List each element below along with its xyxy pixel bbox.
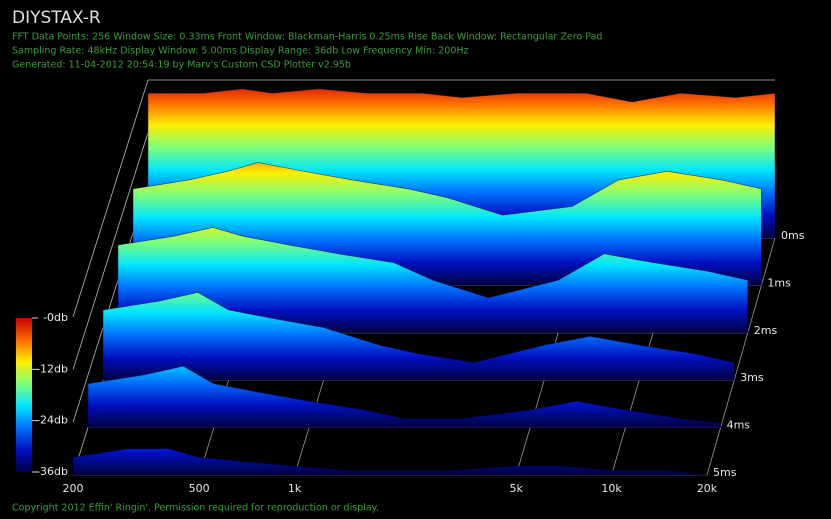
y-tick-label: 0ms xyxy=(781,229,805,242)
colorbar-label: -0db xyxy=(43,311,68,324)
x-tick-label: 10k xyxy=(601,482,622,495)
slice xyxy=(117,227,749,334)
slice xyxy=(72,448,708,476)
info-line: Sampling Rate: 48kHz Display Window: 5.0… xyxy=(12,46,469,57)
footer: Copyright 2012 Effin' Ringin'. Permissio… xyxy=(12,503,379,514)
colorbar-label: -24db xyxy=(36,414,68,427)
x-tick-label: 20k xyxy=(697,482,718,495)
chart-title: DIYSTAX-R xyxy=(12,8,101,28)
y-tick-label: 2ms xyxy=(754,324,778,337)
info-line: Generated: 11-04-2012 20:54:19 by Marv's… xyxy=(12,60,351,71)
x-tick-label: 5k xyxy=(509,482,523,495)
slice xyxy=(87,365,721,428)
colorbar-label: -36db xyxy=(36,465,68,478)
y-tick-label: 1ms xyxy=(767,276,791,289)
y-tick-label: 5ms xyxy=(713,466,737,479)
side-wall-grid xyxy=(72,79,149,318)
side-wall-grid xyxy=(72,132,149,370)
x-tick-label: 500 xyxy=(189,482,210,495)
y-tick-label: 4ms xyxy=(727,419,751,432)
info-line: FFT Data Points: 256 Window Size: 0.33ms… xyxy=(12,32,602,43)
colorbar xyxy=(16,318,32,472)
x-tick-label: 200 xyxy=(63,482,84,495)
floor-grid xyxy=(706,237,776,476)
slice xyxy=(102,292,735,381)
y-tick-label: 3ms xyxy=(740,371,764,384)
colorbar-label: -12db xyxy=(36,362,68,375)
x-tick-label: 1k xyxy=(288,482,302,495)
